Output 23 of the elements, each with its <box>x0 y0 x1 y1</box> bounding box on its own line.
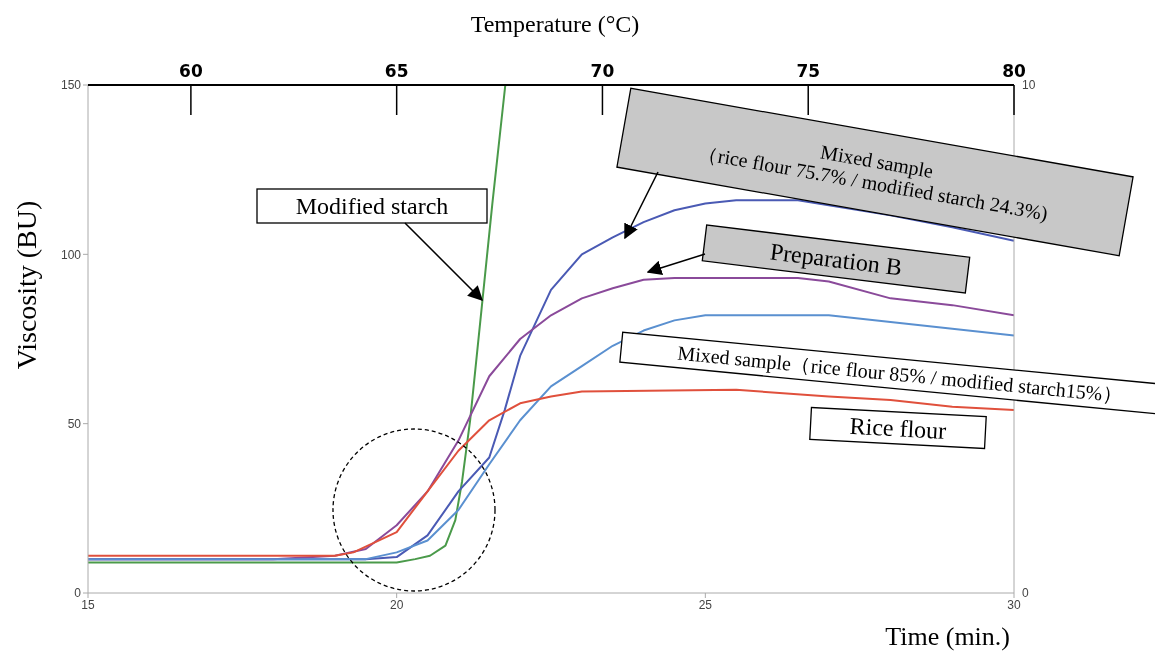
x2-tick-label: 80 <box>1002 61 1026 81</box>
x2-tick-label: 65 <box>384 61 409 81</box>
y2-tick-label: 10 <box>1022 78 1036 93</box>
y-axis-title: Viscosity (BU) <box>11 200 42 370</box>
x-axis-title: Time (min.) <box>885 622 1010 651</box>
x2-axis-title: Temperature (°C) <box>470 11 640 37</box>
x-tick-label: 15 <box>81 597 95 612</box>
text: Mixed sample（rice flour 85% / modified starch15%） <box>676 341 1124 408</box>
series-label: Modified starch <box>295 193 449 220</box>
text: Preparation B <box>768 238 904 281</box>
x-tick-label: 30 <box>1007 597 1021 612</box>
series-label: Rice flour <box>849 412 947 444</box>
y-tick-label: 150 <box>60 78 82 93</box>
y-tick-label: 50 <box>67 416 82 431</box>
x2-tick-label: 75 <box>796 61 821 81</box>
y2-tick-label: 0 <box>1022 586 1029 601</box>
x-tick-label: 25 <box>698 597 713 612</box>
x-tick-label: 20 <box>389 597 404 612</box>
y-tick-label: 0 <box>74 586 82 601</box>
text: Mixed sample （rice flour 75.7% / modified starch 24.3%) <box>696 140 1050 226</box>
y-tick-label: 100 <box>60 247 82 262</box>
x2-tick-label: 60 <box>179 61 203 81</box>
x2-tick-label: 70 <box>590 61 615 81</box>
